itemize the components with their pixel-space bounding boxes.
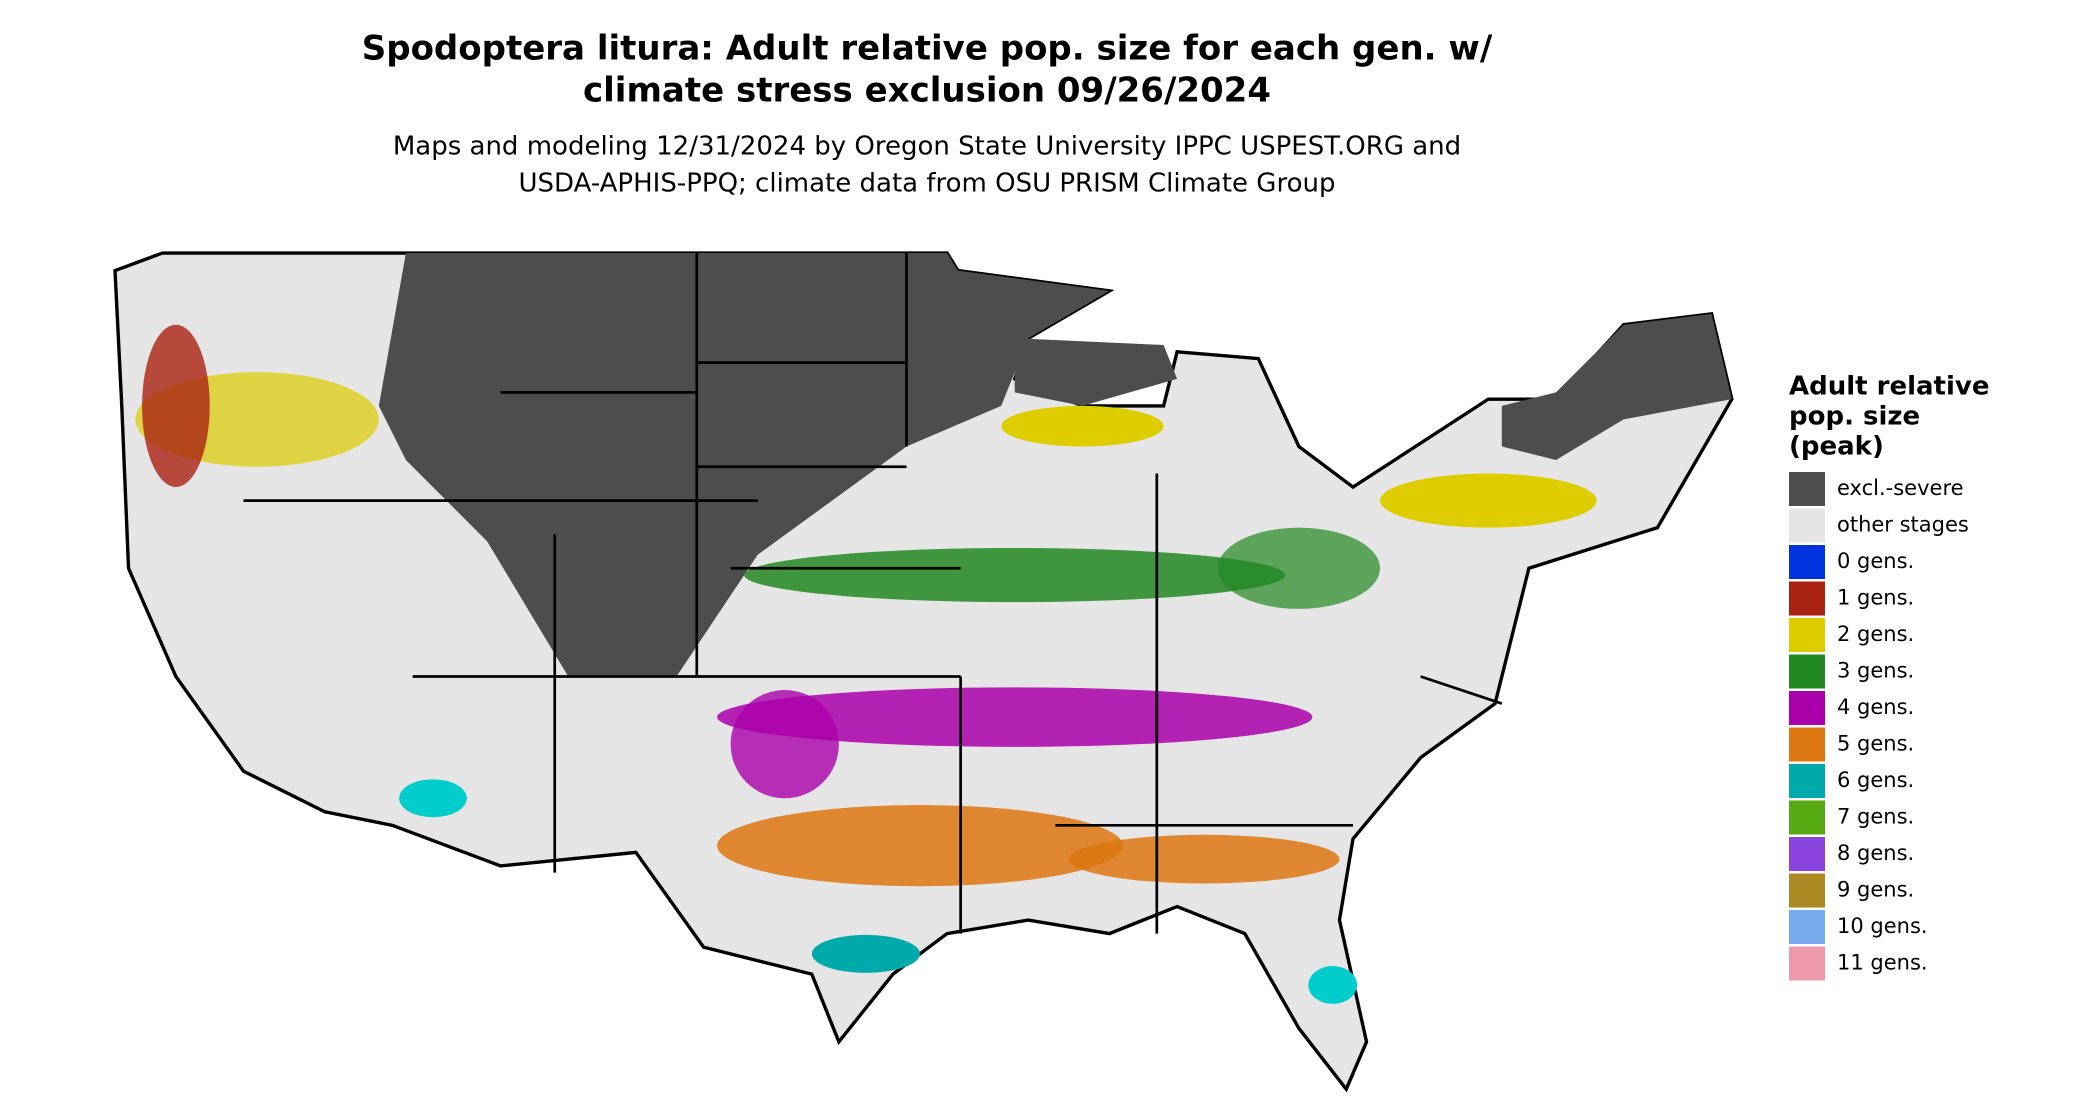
legend-swatch: [1789, 654, 1825, 689]
legend-label: 9 gens.: [1837, 878, 1914, 902]
region-2-gens: [1001, 405, 1164, 447]
subtitle-line: USDA-APHIS-PPQ; climate data from OSU PR…: [519, 169, 1336, 199]
region-6-gens: [399, 779, 467, 818]
legend-swatch: [1789, 472, 1825, 506]
region-2-gens: [1380, 473, 1597, 528]
legend-label: 3 gens.: [1837, 659, 1914, 683]
legend-swatch: [1789, 800, 1825, 835]
region-4-gens: [730, 690, 839, 799]
legend-swatch: [1789, 581, 1825, 616]
legend-label: excl.-severe: [1837, 476, 1964, 500]
region-3-gens: [1217, 527, 1381, 609]
legend-title-line: Adult relative: [1789, 372, 1989, 402]
legend-label: 10 gens.: [1837, 914, 1928, 938]
legend-label: 7 gens.: [1837, 805, 1914, 829]
legend-swatch: [1789, 508, 1825, 543]
title-line: Spodoptera litura: Adult relative pop. s…: [362, 29, 1493, 69]
title-line: climate stress exclusion 09/26/2024: [583, 71, 1271, 111]
legend: excl.-severe other stages 0 gens. 1 gens. 2 …: [1789, 472, 1969, 981]
region-5-gens: [1068, 834, 1340, 884]
legend-swatch: [1789, 545, 1825, 579]
legend-swatch: [1789, 873, 1825, 908]
legend-swatch: [1789, 618, 1825, 652]
region-6-gens: [811, 934, 921, 973]
legend-label: 4 gens.: [1837, 695, 1914, 719]
excluded-region: [1014, 313, 1732, 461]
legend-title-line: pop. size: [1789, 402, 1920, 432]
legend-swatch: [1789, 727, 1825, 762]
legend-label: 8 gens.: [1837, 841, 1914, 865]
legend-title-line: (peak): [1789, 432, 1884, 462]
region-5-gens: [717, 805, 1123, 887]
map: [113, 251, 1734, 1093]
legend-swatch: [1789, 691, 1825, 725]
legend-swatch: [1789, 764, 1825, 798]
legend-label: 6 gens.: [1837, 768, 1914, 792]
excluded-region: [378, 253, 1110, 677]
region-1-gens: [142, 324, 210, 488]
region-6-gens: [1308, 966, 1358, 1004]
legend-swatch: [1789, 910, 1825, 944]
region-4-gens: [717, 687, 1313, 747]
legend-swatch: [1789, 837, 1825, 871]
legend-label: other stages: [1837, 513, 1969, 537]
region-3-gens: [744, 547, 1286, 603]
legend-label: 0 gens.: [1837, 549, 1914, 573]
legend-swatch: [1789, 946, 1825, 981]
legend-label: 11 gens.: [1837, 951, 1928, 975]
legend-label: 1 gens.: [1837, 586, 1914, 610]
state-borders: [243, 253, 1503, 934]
legend-label: 5 gens.: [1837, 732, 1914, 756]
subtitle-line: Maps and modeling 12/31/2024 by Oregon S…: [393, 132, 1461, 162]
legend-label: 2 gens.: [1837, 622, 1914, 646]
